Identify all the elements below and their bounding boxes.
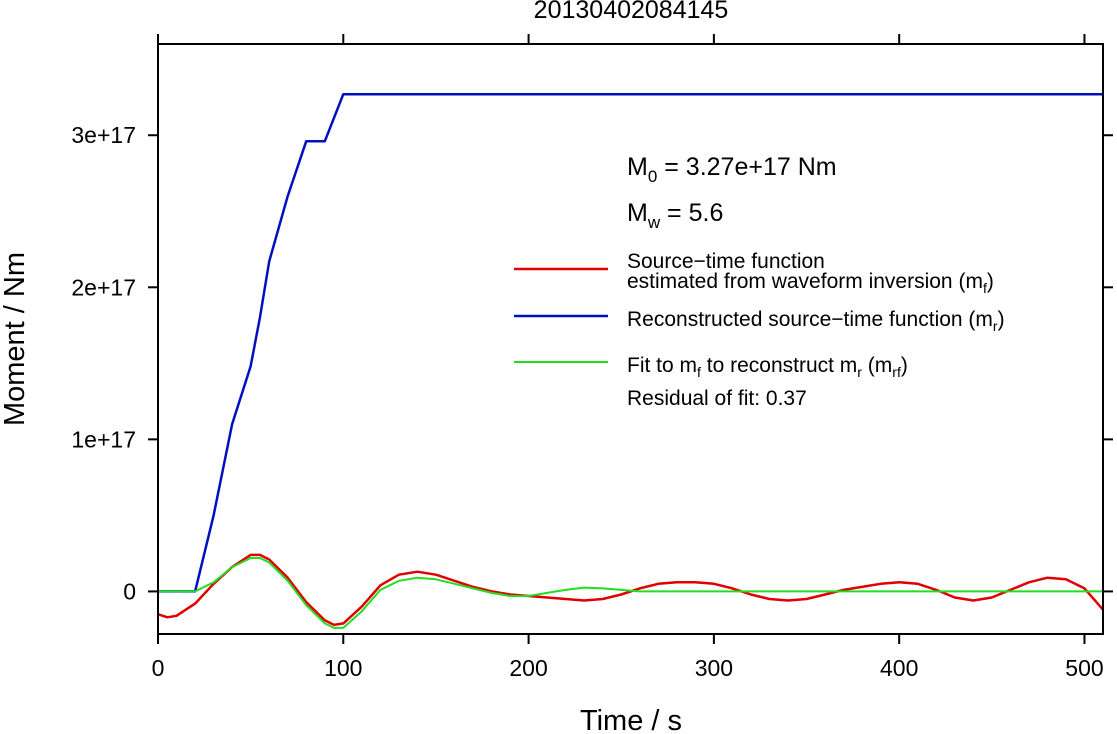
y-tick-label-0: 0 — [123, 578, 136, 604]
chart-title: 20130402084145 — [534, 0, 729, 24]
mw-annotation: Mw = 5.6 — [627, 199, 723, 232]
m0-rest: = 3.27e+17 Nm — [657, 153, 836, 181]
legend-green-s1: f — [697, 364, 701, 380]
y-tick-label-1: 1e+17 — [71, 426, 136, 452]
legend-green-p4: ) — [901, 354, 908, 377]
series-layer — [157, 92, 1104, 629]
x-tick-label-200: 200 — [509, 655, 547, 681]
series-fit — [158, 557, 1103, 629]
legend-green-p3: (m — [862, 354, 892, 377]
ticks-layer: 0 100 200 300 400 500 0 1e+17 2e+17 3e+17 — [71, 34, 1113, 681]
legend-red-text: estimated from waveform inversion (m — [627, 270, 983, 293]
series-reconstructed — [158, 92, 1103, 593]
legend-blue-sub: r — [993, 318, 998, 334]
residual-annotation: Residual of fit: 0.37 — [627, 387, 807, 410]
legend-red-sub: f — [983, 280, 987, 296]
legend-green-s3: rf — [892, 364, 901, 380]
legend-entry-blue: Reconstructed source−time function (mr) — [627, 308, 1005, 334]
legend-green-p2: to reconstruct m — [701, 354, 857, 377]
legend-red-close: ) — [987, 270, 994, 293]
x-tick-label-500: 500 — [1065, 655, 1103, 681]
mw-main: M — [627, 199, 648, 227]
x-tick-label-100: 100 — [324, 655, 362, 681]
x-tick-label-400: 400 — [880, 655, 918, 681]
mw-rest: = 5.6 — [660, 199, 723, 227]
legend: Source−time function estimated from wave… — [514, 250, 1005, 380]
legend-entry-green: Fit to mf to reconstruct mr (mrf) — [627, 354, 908, 380]
mw-sub: w — [647, 213, 661, 232]
m0-sub: 0 — [648, 167, 657, 186]
y-tick-label-2: 2e+17 — [71, 274, 136, 300]
m0-main: M — [627, 153, 648, 181]
y-axis-label: Moment / Nm — [0, 252, 31, 426]
legend-green-p1: Fit to m — [627, 354, 697, 377]
legend-entry-red-line1: Source−time function — [627, 250, 825, 273]
y-tick-label-3: 3e+17 — [71, 122, 136, 148]
x-tick-label-0: 0 — [152, 655, 165, 681]
series-waveform-inversion — [157, 553, 1104, 627]
x-tick-label-300: 300 — [695, 655, 733, 681]
legend-blue-close: ) — [998, 308, 1005, 331]
legend-green-s2: r — [857, 364, 862, 380]
plot-frame — [157, 43, 1104, 635]
x-axis-label: Time / s — [580, 705, 682, 734]
m0-annotation: M0 = 3.27e+17 Nm — [627, 153, 837, 186]
legend-blue-text: Reconstructed source−time function (m — [627, 308, 993, 331]
legend-entry-red-line2: estimated from waveform inversion (mf) — [627, 270, 994, 296]
